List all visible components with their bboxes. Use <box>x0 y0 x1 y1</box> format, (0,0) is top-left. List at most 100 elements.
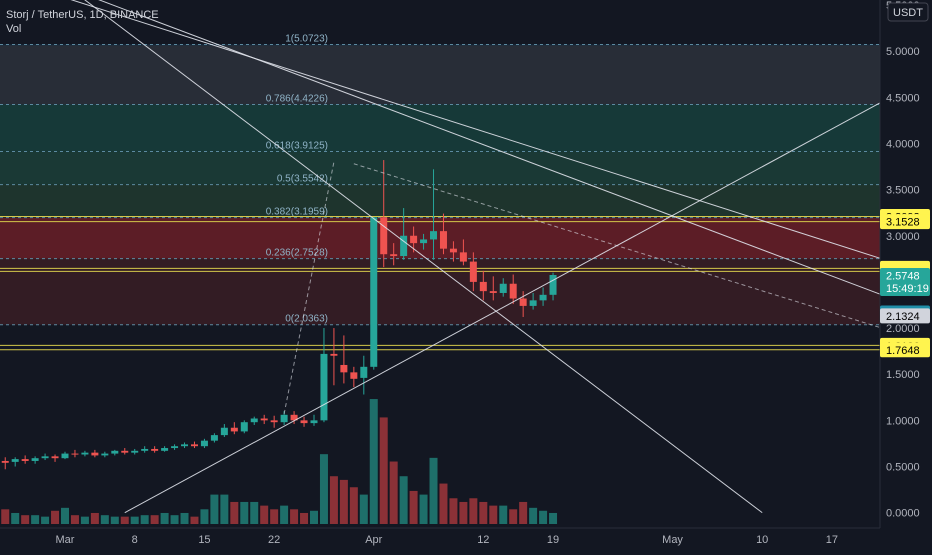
candle-body <box>91 452 99 456</box>
volume-bar <box>409 490 418 524</box>
candle-body <box>71 453 79 455</box>
candle-body <box>51 456 59 459</box>
candle-body <box>449 248 457 253</box>
candle-body <box>350 372 358 379</box>
price-tick-label: 4.0000 <box>886 138 920 150</box>
time-tick-label: 22 <box>268 534 280 546</box>
volume-bar <box>519 501 528 524</box>
time-tick-label: 17 <box>826 534 838 546</box>
price-tags: 3.20923.15282.64632.61452.574815:49:192.… <box>880 208 930 358</box>
candle-body <box>151 448 159 451</box>
volume-bar <box>1 509 10 524</box>
volume-bar <box>130 516 139 524</box>
volume-label[interactable]: Vol <box>6 23 22 35</box>
price-tag <box>880 308 930 324</box>
time-tick-label: 19 <box>547 534 559 546</box>
candle-body <box>469 261 477 282</box>
time-tick-label: Mar <box>56 534 75 546</box>
fib-level-label: 0.382(3.1959) <box>266 207 328 218</box>
volume-bar <box>51 510 60 524</box>
candles <box>1 160 557 470</box>
candle-body <box>410 235 418 244</box>
volume-bar <box>539 510 548 524</box>
fib-zone <box>0 151 880 185</box>
volume-bar <box>41 516 50 524</box>
fib-level-label: 0.786(4.4226) <box>266 93 328 104</box>
volume-bar <box>70 515 79 524</box>
price-tick-label: 5.0000 <box>886 46 920 58</box>
volume-bar <box>140 515 149 524</box>
candle-body <box>310 420 318 424</box>
candle-body <box>280 414 288 423</box>
time-tick-label: May <box>662 534 683 546</box>
candle-body <box>260 418 268 421</box>
ascending-trendline <box>124 101 882 514</box>
candle-body <box>360 366 368 378</box>
candle-body <box>380 217 388 255</box>
volume-bar <box>260 505 269 524</box>
volume-bar <box>449 498 458 524</box>
descending-trendline-2 <box>98 0 882 296</box>
candle-body <box>131 450 139 453</box>
volume-bar <box>359 494 368 524</box>
time-tick-label: 15 <box>198 534 210 546</box>
volume-bar <box>399 476 408 524</box>
price-tag-label: 1.7648 <box>886 345 920 357</box>
candle-body <box>200 440 208 447</box>
fib-zone <box>0 45 880 105</box>
candle-body <box>111 450 119 454</box>
candle-body <box>141 448 149 451</box>
volume-bar <box>170 515 179 524</box>
volume-bar <box>21 515 30 524</box>
volume-bar <box>220 494 229 524</box>
candle-body <box>539 294 547 301</box>
time-tick-label: 12 <box>477 534 489 546</box>
candle-body <box>81 452 89 455</box>
fib-level-label: 0(2.0363) <box>285 314 328 325</box>
candle-body <box>519 298 527 306</box>
fibonacci-retracement[interactable]: 0(2.0363) 0.236(2.7528) 0.382(3.1959) 0.5(3… <box>0 33 880 326</box>
trend-lines[interactable] <box>0 0 882 514</box>
candle-body <box>240 422 248 432</box>
volume-bar <box>310 510 318 524</box>
price-tag <box>880 214 930 230</box>
candle-body <box>529 300 537 306</box>
candle-body <box>549 274 557 295</box>
volume-bar <box>479 501 488 524</box>
volume-bar <box>509 509 518 524</box>
fib-level-label: 0.5(3.5542) <box>277 174 328 185</box>
price-tick-label: 0.0000 <box>886 508 920 520</box>
candle-body <box>509 283 517 299</box>
price-tag-label: 2.5748 <box>886 270 920 282</box>
candle-body <box>41 456 49 459</box>
volume-bar <box>100 515 109 524</box>
symbol-title[interactable]: Storj / TetherUS, 1D, BINANCE <box>6 9 159 21</box>
volume-bar <box>250 501 259 524</box>
candle-body <box>61 453 69 459</box>
volume-bar <box>160 512 169 524</box>
candle-body <box>210 435 218 441</box>
price-tick-label: 3.5000 <box>886 185 920 197</box>
candle-body <box>1 460 9 463</box>
volume-bar <box>379 417 388 524</box>
volume-bar <box>349 487 358 524</box>
descending-trendline-1 <box>70 0 882 260</box>
candle-body <box>459 252 467 262</box>
candle-body <box>370 217 378 367</box>
dashed-trend-extension <box>353 163 882 329</box>
candle-body <box>270 420 278 423</box>
candle-body <box>101 453 109 456</box>
candle-body <box>161 448 169 451</box>
volume-bar <box>210 494 219 524</box>
price-tick-label: 4.5000 <box>886 92 920 104</box>
price-tick-label: 1.5000 <box>886 369 920 381</box>
volume-bar <box>300 512 309 524</box>
fib-zone <box>0 258 880 325</box>
volume-bar <box>230 501 239 524</box>
volume-bar <box>31 515 40 524</box>
price-tick-label: 3.0000 <box>886 231 920 243</box>
volume-bar <box>489 505 498 524</box>
candle-body <box>181 444 189 447</box>
